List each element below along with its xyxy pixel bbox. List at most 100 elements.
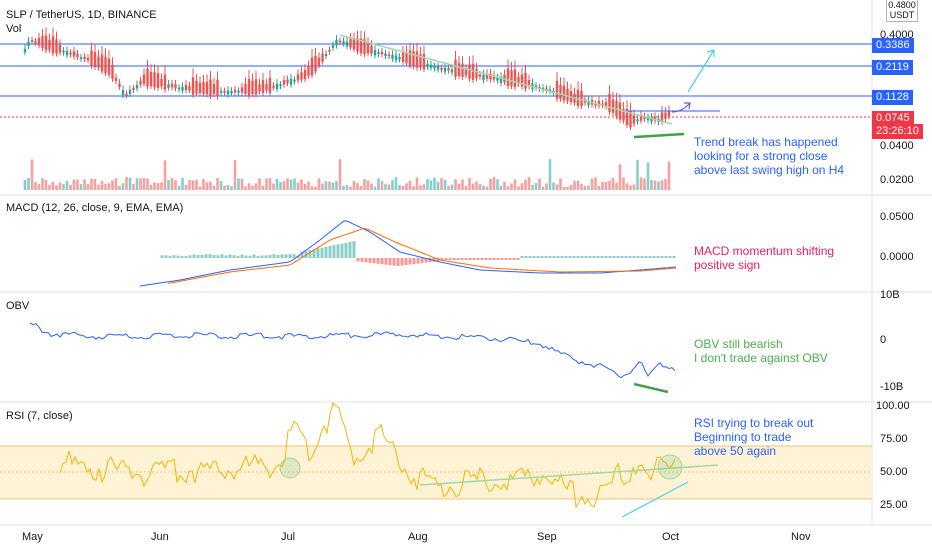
macd-hist-bar bbox=[564, 256, 568, 258]
macd-hist-bar bbox=[648, 256, 652, 258]
candle-body bbox=[597, 100, 601, 106]
x-tick-jun: Jun bbox=[151, 531, 169, 543]
candle-body bbox=[622, 108, 625, 121]
macd-hist-bar bbox=[488, 258, 492, 260]
volume-bar bbox=[580, 183, 583, 190]
macd-hist-bar bbox=[392, 258, 396, 266]
macd-hist-bar bbox=[188, 255, 192, 258]
macd-note: MACD momentum shifting positive sign bbox=[694, 244, 834, 272]
macd-hist-bar bbox=[616, 256, 620, 258]
candle-body bbox=[398, 57, 401, 60]
candle-body bbox=[342, 41, 345, 44]
volume-bar bbox=[104, 183, 107, 190]
volume-bar bbox=[461, 179, 464, 190]
candle-body bbox=[114, 77, 118, 82]
countdown-tag: 23:26:10 bbox=[872, 124, 923, 139]
candle-body bbox=[499, 77, 503, 84]
volume-bar bbox=[216, 177, 219, 190]
macd-hist-bar bbox=[208, 254, 212, 258]
candle-body bbox=[300, 72, 303, 80]
candle-body bbox=[132, 88, 135, 91]
volume-bar bbox=[125, 177, 128, 190]
macd-hist-bar bbox=[400, 258, 404, 266]
macd-hist-bar bbox=[596, 256, 600, 258]
candle-body bbox=[107, 58, 111, 75]
volume-bar bbox=[468, 177, 471, 190]
volume-bar bbox=[86, 184, 90, 190]
candle-body bbox=[251, 80, 254, 95]
macd-hist-bar bbox=[568, 256, 572, 258]
volume-bar bbox=[566, 186, 569, 190]
macd-hist-bar bbox=[352, 241, 356, 258]
macd-hist-bar bbox=[264, 255, 268, 258]
macd-hist-bar bbox=[224, 255, 228, 258]
candle-body bbox=[37, 38, 41, 46]
candle-body bbox=[447, 68, 450, 71]
candle-body bbox=[363, 39, 366, 55]
price-tick-2: 0.0200 bbox=[880, 174, 914, 186]
volume-bar bbox=[541, 186, 545, 190]
candle-body bbox=[30, 39, 34, 42]
macd-hist-bar bbox=[192, 254, 196, 258]
candle-body bbox=[506, 68, 510, 87]
candle-body bbox=[338, 40, 342, 43]
volume-bar bbox=[482, 185, 485, 190]
macd-hist-bar bbox=[572, 256, 576, 258]
macd-hist-bar bbox=[560, 256, 564, 258]
trend-note-line-3: above last swing high on H4 bbox=[694, 163, 845, 177]
candle-body bbox=[660, 112, 664, 123]
macd-hist-bar bbox=[416, 258, 420, 264]
volume-bar bbox=[342, 185, 345, 190]
volume-bar bbox=[230, 186, 233, 190]
candle-body bbox=[184, 84, 188, 91]
candle-body bbox=[408, 50, 412, 66]
macd-hist-bar bbox=[520, 256, 524, 258]
volume-bar bbox=[450, 184, 454, 190]
volume-bar bbox=[618, 164, 622, 190]
macd-hist-bar bbox=[332, 245, 336, 258]
volume-bar bbox=[44, 179, 48, 190]
volume-bar bbox=[324, 181, 328, 190]
candle-body bbox=[629, 111, 632, 128]
volume-bar bbox=[604, 181, 608, 190]
candle-body bbox=[76, 53, 79, 58]
macd-hist-bar bbox=[344, 242, 348, 258]
volume-bar bbox=[275, 178, 279, 190]
volume-bar bbox=[426, 179, 429, 190]
volume-bar bbox=[76, 179, 79, 190]
macd-hist-bar bbox=[360, 258, 364, 262]
candle-body bbox=[450, 69, 454, 73]
candle-body bbox=[286, 79, 289, 84]
volume-bars bbox=[23, 159, 671, 190]
macd-histogram bbox=[160, 241, 676, 267]
macd-hist-bar bbox=[164, 255, 168, 258]
candle-body bbox=[433, 66, 436, 69]
macd-hist-bar bbox=[180, 255, 184, 258]
volume-bar bbox=[289, 179, 293, 190]
candle-body bbox=[324, 54, 328, 57]
volume-bar bbox=[545, 183, 548, 190]
volume-bar bbox=[629, 185, 632, 190]
candle-body bbox=[160, 78, 163, 87]
volume-bar bbox=[27, 177, 30, 190]
candle-body bbox=[237, 90, 240, 93]
candle-body bbox=[377, 52, 380, 55]
macd-hist-bar bbox=[236, 255, 240, 258]
macd-hist-bar bbox=[672, 256, 676, 258]
candle-body bbox=[149, 71, 153, 87]
candle-body bbox=[34, 41, 37, 44]
candle-body bbox=[111, 64, 114, 79]
candle-body bbox=[373, 49, 377, 56]
volume-bar bbox=[394, 177, 398, 190]
volume-bar bbox=[657, 181, 660, 190]
volume-bar bbox=[405, 183, 408, 190]
candle-body bbox=[352, 38, 356, 50]
volume-bar bbox=[55, 185, 58, 190]
macd-hist-bar bbox=[664, 256, 668, 258]
candle-body bbox=[100, 54, 104, 72]
price-divergence-line bbox=[633, 132, 685, 139]
projection-arrow-small-head bbox=[684, 102, 691, 110]
candle-body bbox=[601, 103, 604, 106]
